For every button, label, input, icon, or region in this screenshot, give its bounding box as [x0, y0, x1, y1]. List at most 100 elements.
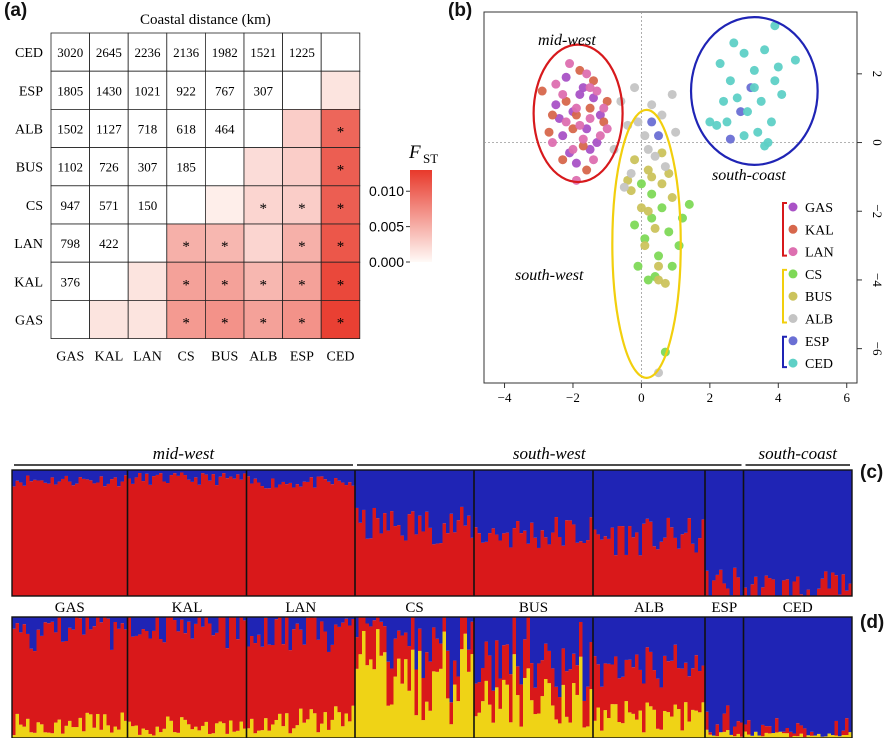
admixture-bar-segment	[71, 727, 76, 738]
scatter-point-cs	[654, 251, 664, 261]
region-label: mid-west	[153, 444, 216, 463]
admixture-bar-segment	[498, 617, 503, 679]
admixture-bar-segment	[250, 617, 254, 637]
admixture-bar-segment	[582, 700, 587, 728]
admixture-bar-segment	[505, 532, 510, 596]
legend-marker	[788, 291, 798, 301]
admixture-bar-segment	[771, 579, 776, 596]
admixture-bar-segment	[719, 569, 723, 596]
admixture-bar-segment	[715, 470, 720, 575]
admixture-bar-segment	[572, 653, 576, 684]
admixture-bar-segment	[334, 706, 338, 738]
admixture-bar-segment	[435, 671, 440, 738]
admixture-bar-segment	[502, 470, 506, 534]
admixture-bar-segment	[610, 527, 615, 596]
admixture-bar-segment	[190, 729, 195, 738]
fst-heatmap-chart: Coastal distance (km) CED 3020 2645 2236 2136…	[14, 12, 438, 365]
admixture-bar-segment	[474, 683, 478, 717]
admixture-bar-segment	[733, 470, 737, 568]
admixture-bar-segment	[82, 617, 86, 635]
admixture-bar-segment	[491, 470, 496, 529]
admixture-bar-segment	[281, 470, 286, 482]
admixture-bar-segment	[474, 716, 478, 738]
admixture-bar-segment	[442, 631, 447, 738]
admixture-bar-segment	[565, 716, 569, 738]
admixture-bar-segment	[736, 577, 741, 596]
admixture-bar-segment	[264, 470, 268, 489]
admixture-bar-segment	[232, 731, 237, 738]
admixture-bar-segment	[313, 470, 317, 488]
admixture-bar-segment	[173, 617, 177, 621]
heatmap-cell	[204, 70, 245, 110]
admixture-bar-segment	[113, 470, 118, 478]
heatmap-cell	[243, 223, 283, 263]
admixture-bar-segment	[425, 652, 429, 702]
admixture-bar-segment	[334, 478, 338, 596]
admixture-bar-segment	[705, 729, 709, 738]
admixture-bar-segment	[285, 470, 289, 485]
admixture-bar-segment	[246, 617, 251, 647]
admixture-bar-segment	[316, 476, 321, 596]
scatter-point-alb	[640, 131, 650, 141]
admixture-bar-segment	[33, 651, 37, 733]
admixture-bar-segment	[260, 617, 265, 647]
scatter-point-bus	[643, 206, 653, 216]
admixture-bar-segment	[638, 470, 643, 556]
admixture-bar-segment	[145, 473, 149, 596]
x-tick-label: 6	[843, 390, 850, 405]
admixture-bar-segment	[600, 617, 604, 687]
admixture-bar-segment	[509, 617, 513, 675]
admixture-bar-segment	[407, 470, 412, 515]
admixture-bar-segment	[432, 627, 436, 672]
admixture-bar-segment	[362, 617, 366, 631]
admixture-bar-segment	[120, 712, 125, 738]
admixture-bar-segment	[467, 515, 471, 596]
col-label: BUS	[211, 350, 238, 365]
panel-a-label: (a)	[4, 0, 28, 21]
admixture-bar-segment	[33, 470, 37, 480]
admixture-bar-segment	[285, 713, 289, 738]
admixture-bar-segment	[838, 617, 842, 737]
scatter-point-ced	[790, 55, 800, 65]
admixture-bar-segment	[495, 617, 499, 641]
admixture-bar-segment	[407, 646, 412, 691]
admixture-bar-segment	[253, 733, 258, 738]
admixture-bar-segment	[372, 669, 377, 738]
admixture-bar-segment	[341, 482, 345, 596]
admixture-bar-segment	[519, 470, 524, 534]
admixture-bar-segment	[411, 511, 415, 596]
scatter-point-ced	[777, 89, 787, 99]
admixture-bar-segment	[201, 470, 205, 474]
admixture-bar-segment	[61, 470, 65, 479]
admixture-bar-segment	[271, 478, 275, 596]
admixture-bar-segment	[22, 617, 27, 625]
admixture-bar-segment	[162, 617, 167, 643]
admixture-bar-segment	[670, 716, 674, 738]
admixture-bar-segment	[519, 726, 524, 738]
admixture-bar-segment	[831, 572, 835, 596]
admixture-bar-segment	[134, 725, 139, 738]
admixture-bar-segment	[78, 477, 83, 596]
group-label-mid-west: mid-west	[538, 32, 596, 49]
admixture-bar-segment	[754, 617, 758, 732]
admixture-bar-segment	[593, 617, 597, 657]
admixture-bar-segment	[12, 617, 16, 629]
admixture-bar-segment	[512, 654, 517, 738]
admixture-bar-segment	[519, 617, 524, 685]
heatmap-cell	[320, 299, 361, 339]
admixture-bar-segment	[796, 736, 800, 738]
admixture-bar-segment	[670, 470, 674, 528]
admixture-bar-segment	[666, 517, 671, 596]
admixture-bar-segment	[386, 661, 391, 706]
admixture-bar-segment	[561, 684, 566, 738]
admixture-bar-segment	[411, 617, 415, 650]
admixture-bar-segment	[173, 470, 177, 474]
admixture-bar-segment	[747, 617, 751, 721]
admixture-bar-segment	[512, 617, 517, 655]
admixture-bar-segment	[376, 617, 380, 630]
scatter-point-alb	[671, 127, 681, 137]
admixture-bar-segment	[75, 483, 79, 596]
admixture-bar-segment	[344, 485, 349, 596]
significance-star: *	[337, 201, 345, 217]
panel-c-label: (c)	[860, 462, 884, 483]
